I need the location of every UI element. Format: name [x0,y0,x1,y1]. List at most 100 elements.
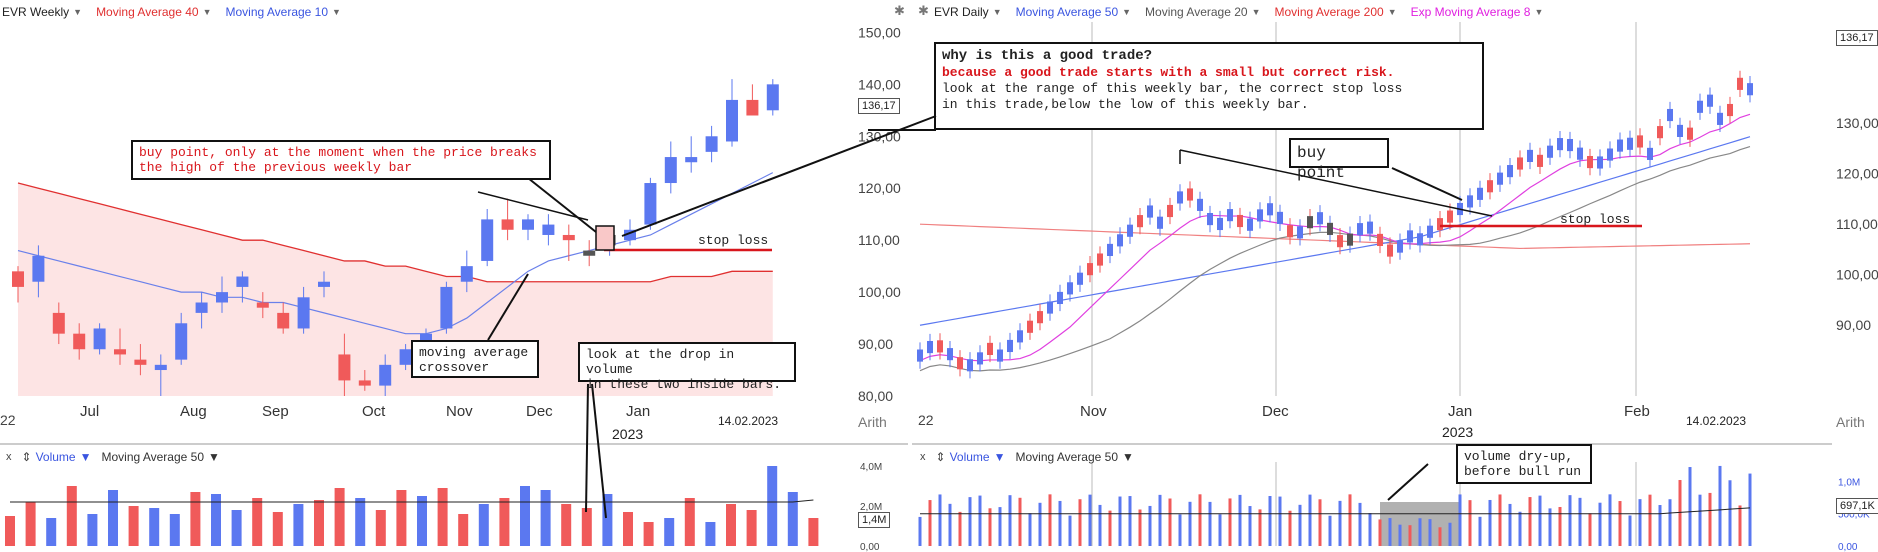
candle-body [1657,126,1663,139]
x-axis-label: Dec [1262,403,1289,420]
volume-bar [1268,496,1272,546]
indicator-ma50[interactable]: Moving Average 50 ▼ [1016,5,1131,19]
volume-bar [1448,522,1452,546]
volume-bar [1058,500,1062,546]
symbol-label: EVR Daily [934,5,989,19]
close-pane-button[interactable]: x [920,451,926,463]
indicator-ma200[interactable]: Moving Average 200 ▼ [1274,5,1396,19]
indicator-ma40[interactable]: Moving Average 40 ▼ [96,5,211,19]
volume-bar [1668,499,1672,546]
indicator-ma10[interactable]: Moving Average 10 ▼ [226,5,341,19]
close-pane-button[interactable]: x [6,451,12,463]
volume-bar [46,518,57,546]
volume-bar [928,500,932,546]
volume-bar [396,490,407,546]
volume-bar [1038,502,1042,546]
volume-bar [1348,494,1352,546]
candle-body [175,323,188,360]
indicator-ma20[interactable]: Moving Average 20 ▼ [1145,5,1260,19]
volume-bar [1558,506,1562,546]
candle-body [12,271,24,287]
candle-body [256,302,269,308]
candle-body [1507,165,1513,178]
volume-bar [375,510,386,546]
volume-label: Volume [35,450,76,464]
scale-mode-label[interactable]: Arith [1836,414,1865,430]
volume-bar [998,507,1002,546]
volume-bar [1138,509,1142,546]
candle-body [32,255,45,282]
date-stamp: 14.02.2023 [1686,414,1747,428]
candle-body [1677,124,1683,137]
volume-bar [334,488,345,546]
trendline [1179,149,1493,217]
volume-bar [1748,473,1752,546]
candle-body [1287,225,1293,238]
candle-body [562,234,575,241]
candle-body [1227,209,1233,222]
candle-body [1057,291,1063,305]
volume-bar [1488,499,1492,546]
chevron-down-icon: ▼ [1534,7,1544,17]
candle-body [460,266,473,282]
candle-body [1727,103,1733,117]
price-tick-label: 110,00 [1836,216,1878,232]
x-axis-label: Feb [1624,403,1650,420]
volume-bar [1608,494,1612,546]
candle-body [1477,187,1483,200]
year-label: 2023 [612,426,644,442]
volume-bar [581,508,592,546]
candle-body [338,354,351,381]
candle-body [1377,233,1383,246]
volume-arrow-1 [585,383,589,513]
volume-bar [746,510,757,546]
question-risk-line: because a good trade starts with a small… [942,65,1395,80]
volume-bar [623,512,633,546]
candle-body [746,99,759,116]
current-price-badge: 136,17 [1836,30,1878,46]
chevron-down-icon: ▼ [993,450,1006,464]
stop-loss-label: stop loss [698,233,769,248]
candle-body [1607,148,1613,161]
candle-body [766,84,779,111]
volume-tick-label: 500,0K [1838,510,1870,521]
volume-bar [128,506,139,546]
volume-bar [1498,494,1502,546]
chevron-down-icon: ▼ [202,7,212,17]
candle-body [1207,212,1213,226]
candle-body [957,357,963,370]
candle-body [987,342,993,355]
volume-bar [314,500,324,546]
candle-body [1367,221,1373,234]
palette-icon[interactable]: ✱ [894,3,905,18]
volume-indicator[interactable]: ⇕ Volume ▼ [22,450,92,464]
volume-bar [252,498,263,546]
volume-indicator[interactable]: ⇕ Volume ▼ [936,450,1006,464]
volume-bar [602,494,613,546]
volume-bar [1248,506,1252,546]
candle-body [1547,145,1553,158]
symbol-selector[interactable]: EVR Daily ▼ [934,5,1002,19]
buy-point-annotation: buy point [1289,138,1389,182]
palette-icon[interactable]: ✱ [918,3,929,18]
symbol-selector[interactable]: EVR Weekly ▼ [2,5,82,19]
scale-mode-label[interactable]: Arith [858,414,887,430]
volume-bar [978,495,982,546]
indicator-ema8[interactable]: Exp Moving Average 8 ▼ [1411,5,1544,19]
volume-bar [1458,494,1462,546]
candle-body [1347,233,1353,246]
volume-bar [767,466,778,546]
volume-ma-indicator[interactable]: Moving Average 50 ▼ [1015,450,1133,464]
symbol-label: EVR Weekly [2,5,70,19]
candle-body [114,349,126,355]
candle-body [1027,320,1033,333]
volume-label: Volume [949,450,990,464]
volume-ma-indicator[interactable]: Moving Average 50 ▼ [101,450,219,464]
volume-bar [1718,465,1722,546]
candle-body [977,352,983,365]
x-axis-label: Jan [1448,403,1472,420]
question-title: why is this a good trade? [942,48,1153,64]
volume-bar [1148,505,1152,546]
volume-bar [1568,495,1572,546]
current-price-badge: 136,17 [858,98,900,114]
